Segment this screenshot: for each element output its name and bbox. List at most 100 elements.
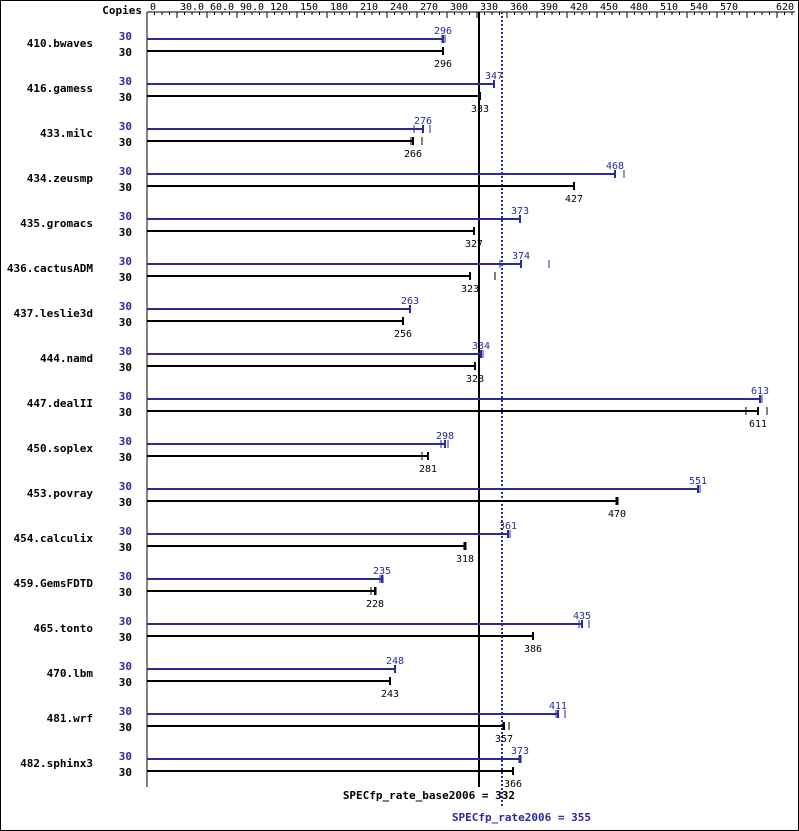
peak-copies-label: 30: [119, 210, 132, 223]
base-copies-label: 30: [119, 46, 132, 59]
peak-copies-label: 30: [119, 480, 132, 493]
benchmark-label: 482.sphinx3: [20, 757, 93, 770]
peak-summary-label: SPECfp_rate2006 = 355: [452, 811, 591, 824]
x-tick-label: 240: [390, 2, 408, 13]
peak-copies-label: 30: [119, 30, 132, 43]
x-tick-label: 390: [540, 2, 558, 13]
x-tick-label: 60.0: [210, 2, 234, 13]
x-tick-label: 300: [450, 2, 468, 13]
x-tick-label: 180: [330, 2, 348, 13]
base-value-label: 366: [504, 779, 522, 790]
peak-value-label: 373: [511, 206, 529, 217]
base-value-label: 333: [471, 104, 489, 115]
peak-value-label: 235: [373, 566, 391, 577]
base-copies-label: 30: [119, 631, 132, 644]
base-value-label: 386: [524, 644, 542, 655]
peak-value-label: 373: [511, 746, 529, 757]
peak-copies-label: 30: [119, 165, 132, 178]
x-tick-label: 90.0: [240, 2, 264, 13]
x-tick-label: 150: [300, 2, 318, 13]
benchmark-label: 470.lbm: [47, 667, 94, 680]
peak-copies-label: 30: [119, 750, 132, 763]
base-copies-label: 30: [119, 271, 132, 284]
x-tick-label: 120: [270, 2, 288, 13]
base-copies-label: 30: [119, 226, 132, 239]
base-copies-label: 30: [119, 181, 132, 194]
peak-value-label: 347: [485, 71, 503, 82]
x-tick-label: 30.0: [180, 2, 204, 13]
peak-copies-label: 30: [119, 615, 132, 628]
base-copies-label: 30: [119, 766, 132, 779]
base-value-label: 266: [404, 149, 422, 160]
benchmark-label: 450.soplex: [27, 442, 94, 455]
peak-copies-label: 30: [119, 390, 132, 403]
base-value-label: 243: [381, 689, 399, 700]
peak-copies-label: 30: [119, 75, 132, 88]
base-value-label: 228: [366, 599, 384, 610]
benchmark-label: 433.milc: [40, 127, 93, 140]
base-copies-label: 30: [119, 541, 132, 554]
x-tick-label: 0: [150, 2, 156, 13]
benchmark-label: 454.calculix: [14, 532, 94, 545]
benchmark-label: 447.dealII: [27, 397, 93, 410]
peak-copies-label: 30: [119, 345, 132, 358]
base-copies-label: 30: [119, 721, 132, 734]
base-copies-label: 30: [119, 586, 132, 599]
peak-value-label: 298: [436, 431, 454, 442]
benchmark-label: 459.GemsFDTD: [14, 577, 94, 590]
peak-copies-label: 30: [119, 660, 132, 673]
x-tick-label: 330: [480, 2, 498, 13]
benchmark-label: 410.bwaves: [27, 37, 93, 50]
base-copies-label: 30: [119, 136, 132, 149]
base-value-label: 323: [461, 284, 479, 295]
base-copies-label: 30: [119, 91, 132, 104]
base-value-label: 328: [466, 374, 484, 385]
base-value-label: 357: [495, 734, 513, 745]
peak-value-label: 551: [689, 476, 707, 487]
x-tick-label: 540: [690, 2, 708, 13]
base-copies-label: 30: [119, 496, 132, 509]
benchmark-label: 453.povray: [27, 487, 94, 500]
base-value-label: 296: [434, 59, 452, 70]
base-copies-label: 30: [119, 406, 132, 419]
peak-value-label: 374: [512, 251, 530, 262]
base-copies-label: 30: [119, 316, 132, 329]
x-tick-label: 480: [630, 2, 648, 13]
base-value-label: 327: [465, 239, 483, 250]
peak-value-label: 361: [499, 521, 517, 532]
peak-copies-label: 30: [119, 570, 132, 583]
x-tick-label: 270: [420, 2, 438, 13]
benchmark-label: 465.tonto: [33, 622, 93, 635]
base-copies-label: 30: [119, 676, 132, 689]
x-tick-label: 420: [570, 2, 588, 13]
peak-value-label: 334: [472, 341, 490, 352]
copies-header: Copies: [102, 4, 142, 17]
base-value-label: 256: [394, 329, 412, 340]
peak-value-label: 613: [751, 386, 769, 397]
peak-value-label: 411: [549, 701, 567, 712]
benchmark-label: 437.leslie3d: [14, 307, 93, 320]
benchmark-label: 444.namd: [40, 352, 93, 365]
benchmark-label: 436.cactusADM: [7, 262, 93, 275]
base-value-label: 427: [565, 194, 583, 205]
peak-copies-label: 30: [119, 120, 132, 133]
base-value-label: 281: [419, 464, 437, 475]
peak-value-label: 468: [606, 161, 624, 172]
benchmark-label: 416.gamess: [27, 82, 93, 95]
x-tick-label: 360: [510, 2, 528, 13]
peak-value-label: 263: [401, 296, 419, 307]
base-value-label: 318: [456, 554, 474, 565]
x-tick-label: 510: [660, 2, 678, 13]
base-value-label: 470: [608, 509, 626, 520]
base-copies-label: 30: [119, 361, 132, 374]
x-tick-label: 570: [720, 2, 738, 13]
x-tick-label: 210: [360, 2, 378, 13]
base-value-label: 611: [749, 419, 767, 430]
benchmark-label: 434.zeusmp: [27, 172, 94, 185]
peak-copies-label: 30: [119, 255, 132, 268]
peak-copies-label: 30: [119, 300, 132, 313]
benchmark-label: 435.gromacs: [20, 217, 93, 230]
benchmark-label: 481.wrf: [47, 712, 93, 725]
peak-value-label: 296: [434, 26, 452, 37]
base-summary-label: SPECfp_rate_base2006 = 332: [343, 789, 515, 802]
